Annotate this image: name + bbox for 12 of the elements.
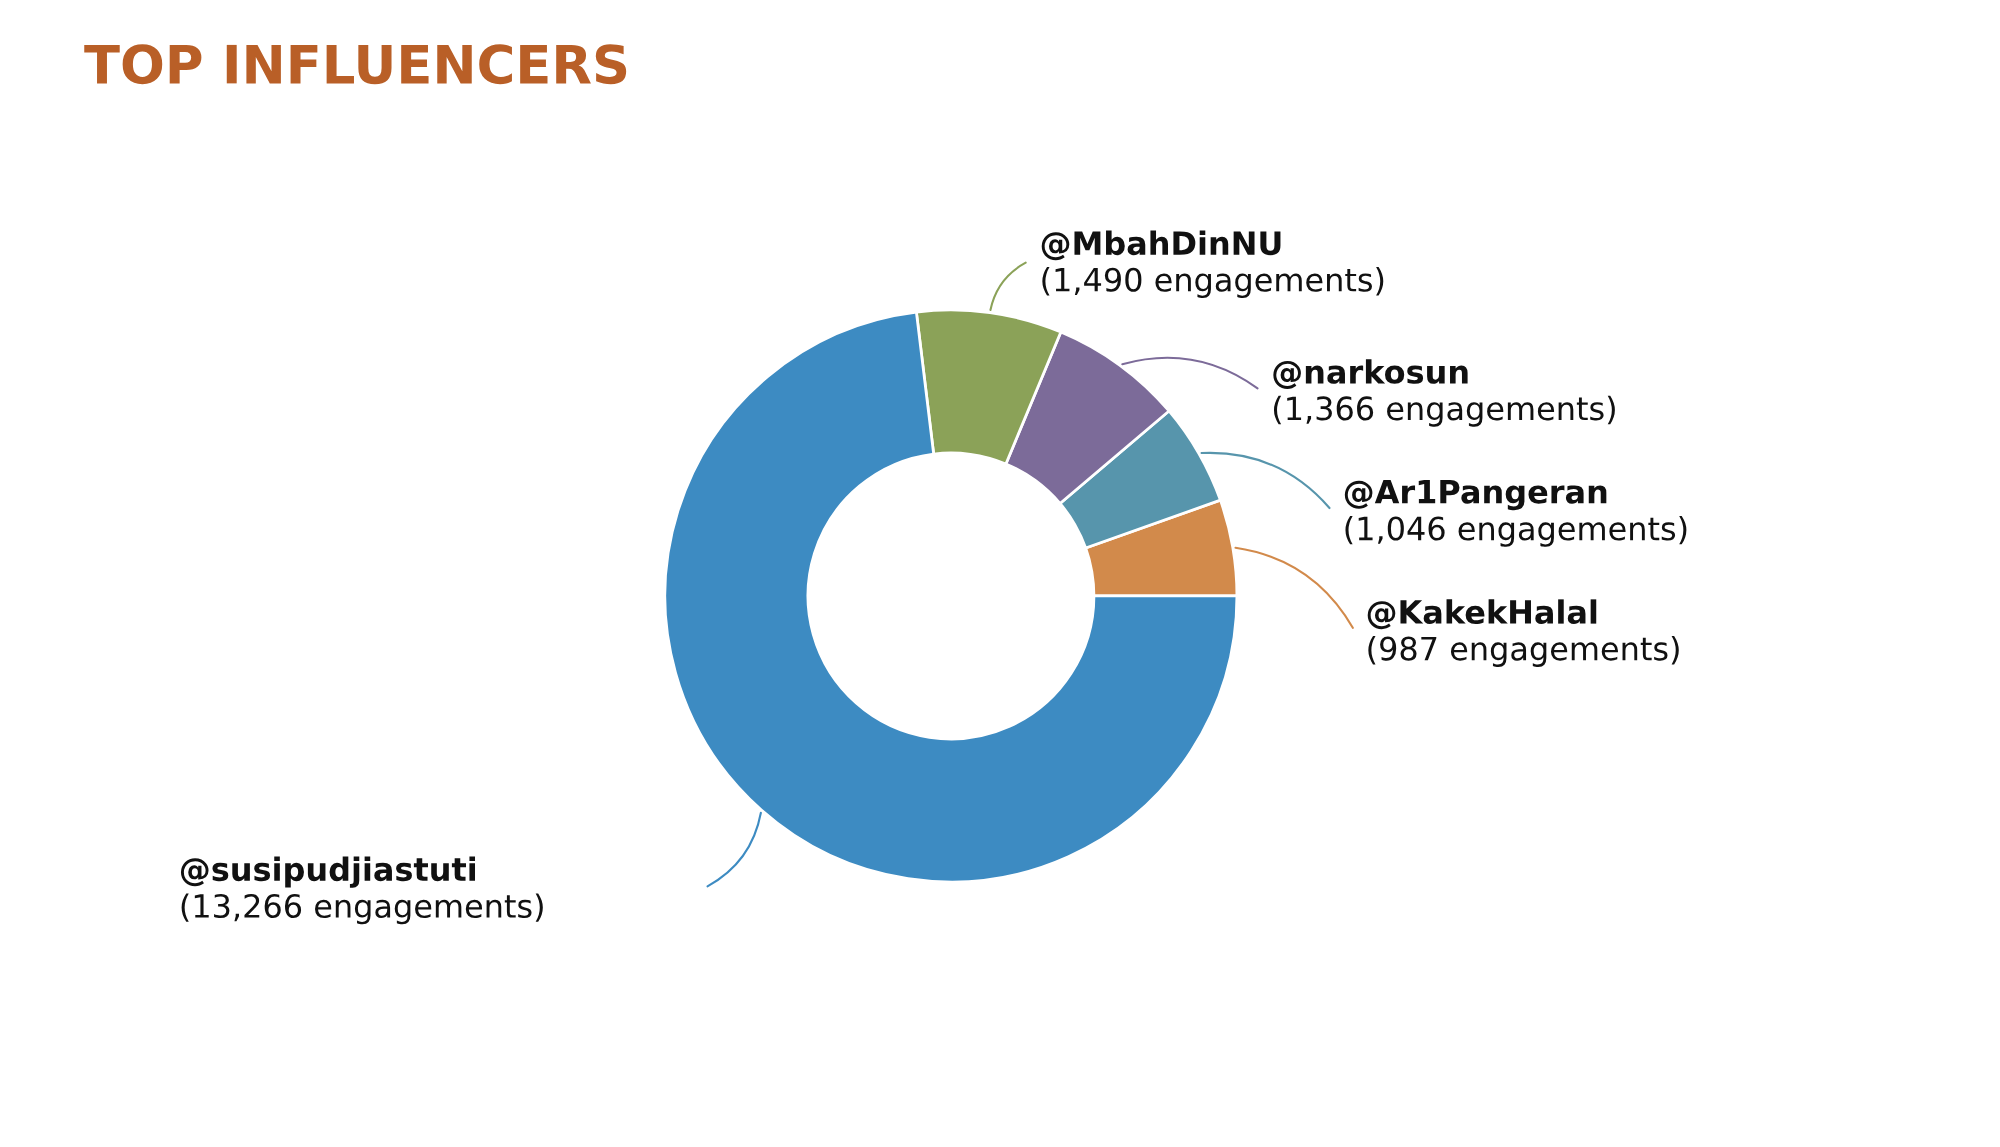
data-label: (987 engagements) [1368,636,1679,667]
data-label: (1,366 engagements) [1273,395,1615,427]
slice-label: @narkosun [1273,359,1468,389]
slice-label: @susipudjiastuti [180,856,476,888]
data-label: (1,046 engagements) [1345,515,1687,547]
data-label: (1,490 engagements) [1042,267,1384,299]
chart-title: TOP INFLUENCERS [84,44,627,85]
slice-label: @Ar1Pangeran [1344,479,1607,511]
slice-label: @MbahDinNU [1041,230,1281,261]
data-label: (13,266 engagements) [181,893,543,925]
donut-slice [663,310,1239,884]
slice-label: @KakekHalal [1367,599,1597,630]
